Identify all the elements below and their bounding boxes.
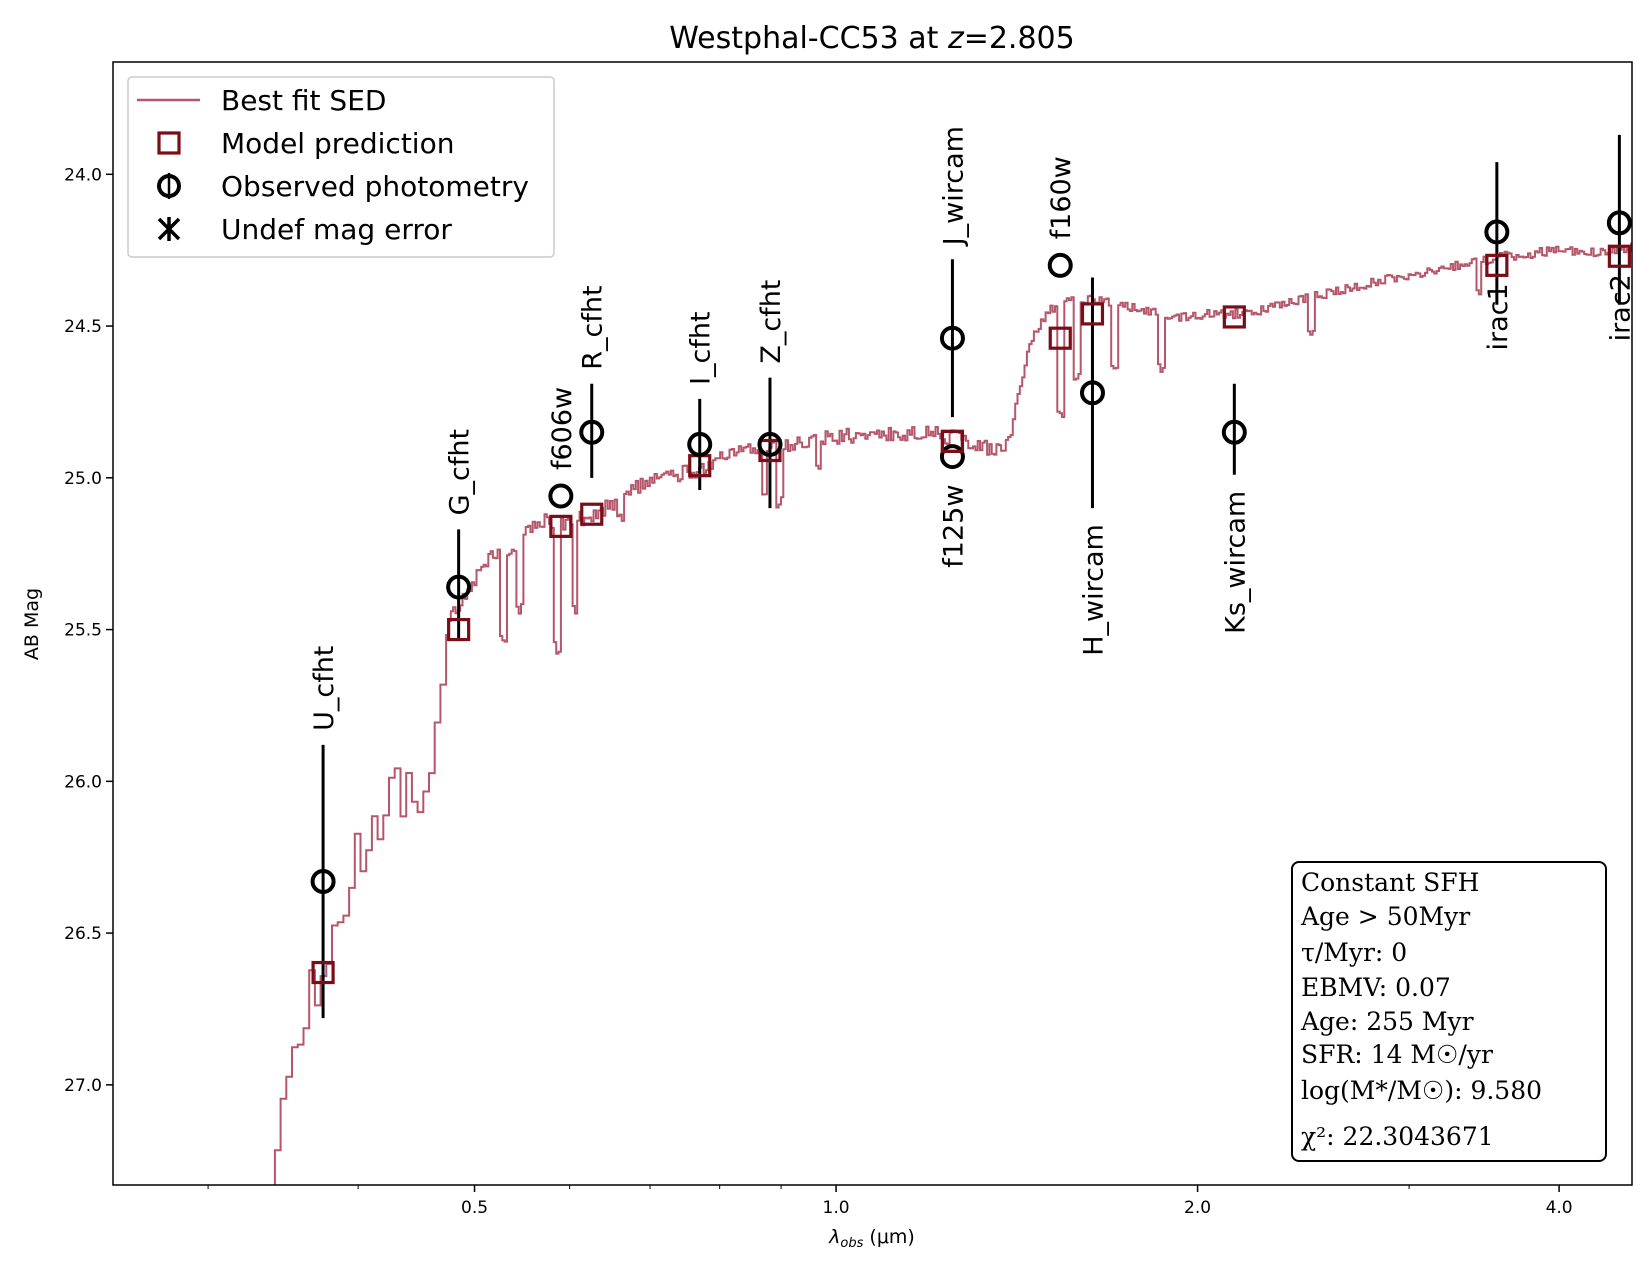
legend-box bbox=[127, 76, 555, 258]
filter-label-J_wircam: J_wircam bbox=[938, 126, 969, 247]
legend-label: Undef mag error bbox=[221, 213, 452, 246]
legend-swatch-square bbox=[157, 131, 181, 155]
x-tick-label: 1.0 bbox=[823, 1198, 850, 1218]
legend-label: Model prediction bbox=[221, 127, 454, 160]
info-line-sfr: SFR: 14 M☉/yr bbox=[1301, 1040, 1493, 1069]
points-layer bbox=[310, 134, 1632, 1019]
legend-label: Best fit SED bbox=[221, 84, 386, 117]
plot-frame bbox=[112, 61, 1633, 1186]
y-tick-label: 24.5 bbox=[64, 317, 102, 337]
model-point-Ks_wircam bbox=[1222, 305, 1246, 329]
filter-label-f160w: f160w bbox=[1046, 156, 1077, 239]
filter-label-irac2: irac2 bbox=[1605, 274, 1636, 341]
model-point-H_wircam bbox=[1080, 302, 1105, 326]
info-box: Constant SFH Age > 50Myr τ/Myr: 0 EBMV: 0.0… bbox=[1291, 861, 1607, 1162]
info-line-chi2: χ²: 22.3043671 bbox=[1301, 1122, 1494, 1151]
y-tick-label: 27.0 bbox=[64, 1076, 102, 1096]
observed-point-irac2 bbox=[1606, 210, 1632, 236]
observed-point-f606w bbox=[548, 483, 574, 509]
info-line-sfh: Constant SFH bbox=[1301, 868, 1479, 897]
chart-title: Westphal-CC53 at z=2.805 bbox=[669, 21, 1074, 56]
model-point-irac2 bbox=[1607, 244, 1631, 268]
y-tick-label: 26.5 bbox=[64, 924, 102, 944]
filter-label-H_wircam: H_wircam bbox=[1078, 524, 1109, 656]
observed-point-f160w bbox=[1047, 252, 1073, 278]
x-tick-label: 0.5 bbox=[461, 1198, 488, 1218]
observed-point-G_cfht bbox=[446, 574, 472, 600]
observed-point-H_wircam bbox=[1079, 380, 1105, 406]
legend: Best fit SED Model prediction Observed pho… bbox=[127, 76, 555, 258]
model-point-U_cfht bbox=[311, 960, 335, 985]
filter-label-R_cfht: R_cfht bbox=[578, 285, 609, 369]
filter-label-f606w: f606w bbox=[547, 387, 578, 470]
filter-label-irac1: irac1 bbox=[1483, 283, 1514, 350]
observed-point-f125w bbox=[939, 444, 965, 470]
observed-point-J_wircam bbox=[939, 325, 965, 351]
model-point-f160w bbox=[1048, 326, 1072, 350]
filter-label-G_cfht: G_cfht bbox=[445, 429, 476, 515]
observed-point-irac1 bbox=[1484, 219, 1510, 245]
y-tick-label: 25.0 bbox=[64, 469, 102, 489]
model-point-R_cfht bbox=[580, 502, 604, 526]
x-tick-label: 4.0 bbox=[1546, 1198, 1573, 1218]
info-box-frame bbox=[1291, 861, 1607, 1162]
info-line-tau: τ/Myr: 0 bbox=[1301, 938, 1407, 967]
observed-point-Z_cfht bbox=[757, 431, 783, 457]
axes-ticks: 24.0 24.5 25.0 25.5 26.0 26.5 27.0 0.5 1.0 2.0 4.0 bbox=[64, 165, 1572, 1218]
model-point-G_cfht bbox=[447, 617, 471, 642]
observed-point-Ks_wircam bbox=[1221, 419, 1247, 445]
info-line-mass: log(M*/M☉): 9.580 bbox=[1301, 1076, 1542, 1105]
legend-label: Observed photometry bbox=[221, 170, 529, 203]
model-point-J_wircam bbox=[940, 429, 965, 453]
x-tick-label: 2.0 bbox=[1184, 1198, 1211, 1218]
y-tick-label: 26.0 bbox=[64, 772, 102, 792]
legend-swatch-cross bbox=[157, 217, 181, 241]
y-tick-label: 24.0 bbox=[64, 165, 102, 185]
y-tick-label: 25.5 bbox=[64, 621, 102, 641]
x-axis-label: λobs (μm) bbox=[828, 1226, 915, 1251]
filter-label-I_cfht: I_cfht bbox=[686, 311, 717, 385]
model-point-irac1 bbox=[1485, 253, 1509, 277]
observed-point-R_cfht bbox=[579, 419, 605, 445]
filter-label-U_cfht: U_cfht bbox=[309, 646, 340, 731]
info-line-ebmv: EBMV: 0.07 bbox=[1301, 973, 1451, 1002]
filter-label-f125w: f125w bbox=[938, 485, 969, 568]
observed-point-I_cfht bbox=[687, 431, 713, 457]
model-point-f606w bbox=[549, 514, 573, 538]
filter-label-Z_cfht: Z_cfht bbox=[756, 280, 787, 364]
observed-point-U_cfht bbox=[310, 868, 336, 894]
info-line-age: Age: 255 Myr bbox=[1300, 1007, 1474, 1036]
filter-label-Ks_wircam: Ks_wircam bbox=[1220, 491, 1251, 634]
y-axis-label: AB Mag bbox=[21, 588, 43, 660]
info-line-age_limit: Age > 50Myr bbox=[1300, 902, 1470, 931]
